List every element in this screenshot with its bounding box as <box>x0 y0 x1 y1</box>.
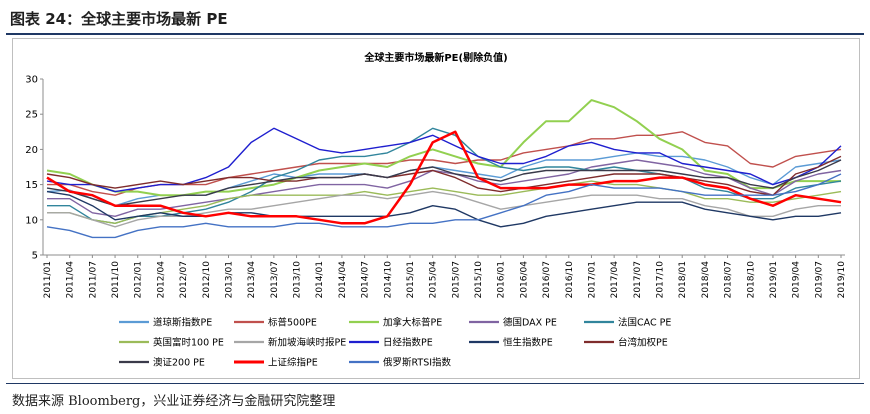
series-line <box>46 155 842 196</box>
x-tick-label: 2018/01 <box>678 261 688 298</box>
legend-label: 加拿大标普PE <box>383 317 442 329</box>
x-tick-label: 2011/01 <box>43 261 53 298</box>
pe-line-chart: 全球主要市场最新PE(剔除负值) 5 10 15 20 25 30 2011/01 2011/… <box>25 51 847 369</box>
legend-label: 新加坡海峡时报PE <box>268 337 346 349</box>
x-tick-label: 2011/07 <box>88 261 98 298</box>
legend-label: 日经指数PE <box>383 337 433 349</box>
x-tick-label: 2012/10 <box>202 261 212 299</box>
x-tick-label: 2017/10 <box>656 261 666 299</box>
series-line <box>46 173 842 239</box>
x-tick-label: 2012/07 <box>179 261 189 298</box>
x-tick-label: 2014/04 <box>338 261 348 299</box>
x-tick-label: 2019/01 <box>769 261 779 298</box>
x-tick-label: 2013/01 <box>224 261 234 298</box>
chart-axes: 5 10 15 20 25 30 2011/01 2011/04 2011/07 2011/10 2… <box>25 75 847 299</box>
chart-series-lines <box>46 99 842 239</box>
x-tick-label: 2015/07 <box>451 261 461 298</box>
legend-label: 台湾加权PE <box>618 337 668 349</box>
x-tick-label: 2017/04 <box>610 261 620 299</box>
x-tick-label: 2012/01 <box>134 261 144 298</box>
x-tick-label: 2014/01 <box>315 261 325 298</box>
x-tick-label: 2013/10 <box>293 261 303 299</box>
x-tick-label: 2011/04 <box>66 261 76 299</box>
chart-legend: 道琼斯指数PE 标普500PE 加拿大标普PE 德国DAX PE 法国CAC PE 英国富… <box>119 317 671 369</box>
x-tick-label: 2013/07 <box>270 261 280 298</box>
series-line <box>46 99 841 197</box>
x-tick-label: 2018/04 <box>701 261 711 299</box>
figure-title: 图表 24：全球主要市场最新 PE <box>10 10 228 28</box>
x-tick-label: 2018/10 <box>746 261 756 299</box>
x-tick-label: 2018/07 <box>724 261 734 298</box>
legend-label: 法国CAC PE <box>618 317 671 329</box>
series-line <box>46 190 842 228</box>
x-tick-label: 2019/10 <box>837 261 847 299</box>
chart-frame: 全球主要市场最新PE(剔除负值) 5 10 15 20 25 30 2011/01 2011/… <box>12 38 860 379</box>
x-tick-label: 2015/04 <box>429 261 439 299</box>
legend-label: 道琼斯指数PE <box>153 317 212 329</box>
legend-label: 标普500PE <box>268 317 317 329</box>
y-tick-label: 30 <box>25 75 38 86</box>
source-rule <box>6 383 864 384</box>
series-line <box>46 130 842 225</box>
y-tick-label: 25 <box>25 110 38 121</box>
y-tick-label: 15 <box>25 180 38 191</box>
y-tick-label: 20 <box>25 145 38 156</box>
x-tick-label: 2016/07 <box>542 261 552 298</box>
x-tick-label: 2013/04 <box>247 261 257 299</box>
x-tick-label: 2015/01 <box>406 261 416 298</box>
legend-label: 上证综指PE <box>268 357 318 369</box>
x-tick-label: 2016/01 <box>497 261 507 298</box>
legend-label: 恒生指数PE <box>503 337 553 349</box>
legend-label: 英国富时100 PE <box>153 337 224 349</box>
y-tick-label: 5 <box>32 251 38 262</box>
x-tick-label: 2012/04 <box>156 261 166 299</box>
x-tick-label: 2017/01 <box>587 261 597 298</box>
x-tick-label: 2014/07 <box>361 261 371 298</box>
x-tick-label: 2016/04 <box>519 261 529 299</box>
x-tick-label: 2019/04 <box>792 261 802 299</box>
x-tick-label: 2016/10 <box>565 261 575 299</box>
legend-label: 德国DAX PE <box>503 317 557 329</box>
y-tick-label: 10 <box>25 215 38 226</box>
series-line <box>47 159 842 218</box>
x-tick-label: 2019/07 <box>814 261 824 298</box>
legend-label: 澳证200 PE <box>153 357 205 369</box>
series-line <box>46 159 842 207</box>
chart-title: 全球主要市场最新PE(剔除负值) <box>363 51 507 64</box>
source-note: 数据来源 Bloomberg，兴业证券经济与金融研究院整理 <box>12 394 336 409</box>
x-tick-label: 2011/10 <box>111 261 121 299</box>
series-line <box>47 127 842 225</box>
title-underline <box>6 33 864 35</box>
x-tick-label: 2015/10 <box>474 261 484 299</box>
series-line <box>47 180 842 225</box>
x-tick-label: 2014/10 <box>383 261 393 299</box>
legend-label: 俄罗斯RTSI指数 <box>383 357 452 369</box>
x-tick-label: 2017/07 <box>633 261 643 298</box>
